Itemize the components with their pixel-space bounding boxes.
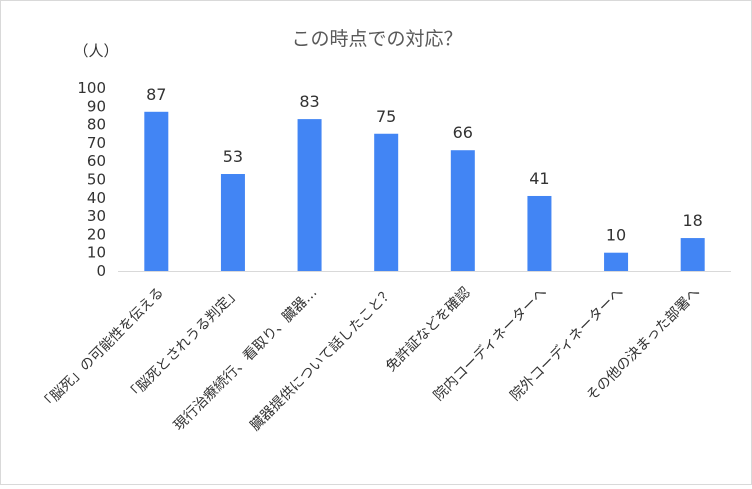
- y-tick-label: 70: [87, 134, 106, 152]
- x-tick-label: 「脳死」の可能性を伝える: [37, 285, 167, 415]
- bar: [604, 252, 629, 271]
- y-tick-label: 50: [87, 171, 106, 189]
- x-tick-label: 現行治療続行、看取り、臓器…: [170, 284, 320, 434]
- data-label: 53: [223, 147, 243, 166]
- data-label: 87: [146, 85, 166, 104]
- data-label: 83: [299, 92, 319, 111]
- bar: [527, 195, 552, 271]
- y-tick-label: 60: [87, 152, 106, 170]
- bars-group: [144, 111, 705, 271]
- x-axis-category-labels: 「脳死」の可能性を伝える「脳死とされうる判定」現行治療続行、看取り、臓器…臓器提…: [37, 284, 703, 434]
- x-tick-label: 免許証などを確認: [383, 285, 474, 376]
- bar: [297, 119, 322, 271]
- bar: [144, 111, 169, 271]
- y-tick-label: 30: [87, 207, 106, 225]
- y-tick-label: 100: [77, 79, 106, 97]
- bar: [374, 133, 399, 271]
- data-label: 66: [453, 123, 473, 142]
- x-tick-label: 臓器提供について話したこと？: [247, 284, 397, 434]
- bar: [220, 174, 245, 271]
- bar: [680, 238, 705, 271]
- y-tick-label: 40: [87, 189, 106, 207]
- data-label: 18: [683, 211, 703, 230]
- y-tick-label: 20: [87, 225, 106, 243]
- y-tick-label: 90: [87, 97, 106, 115]
- y-axis-unit-label: （人）: [73, 42, 118, 60]
- chart-title: この時点での対応？: [291, 28, 462, 50]
- y-tick-label: 80: [87, 116, 106, 134]
- data-label: 75: [376, 107, 396, 126]
- bar: [450, 150, 475, 271]
- y-tick-label: 0: [96, 262, 106, 280]
- data-label: 10: [606, 226, 626, 245]
- y-tick-label: 10: [87, 244, 106, 262]
- data-label: 41: [529, 169, 549, 188]
- data-labels: 87 53 83 75 66 41 10 18: [146, 85, 703, 245]
